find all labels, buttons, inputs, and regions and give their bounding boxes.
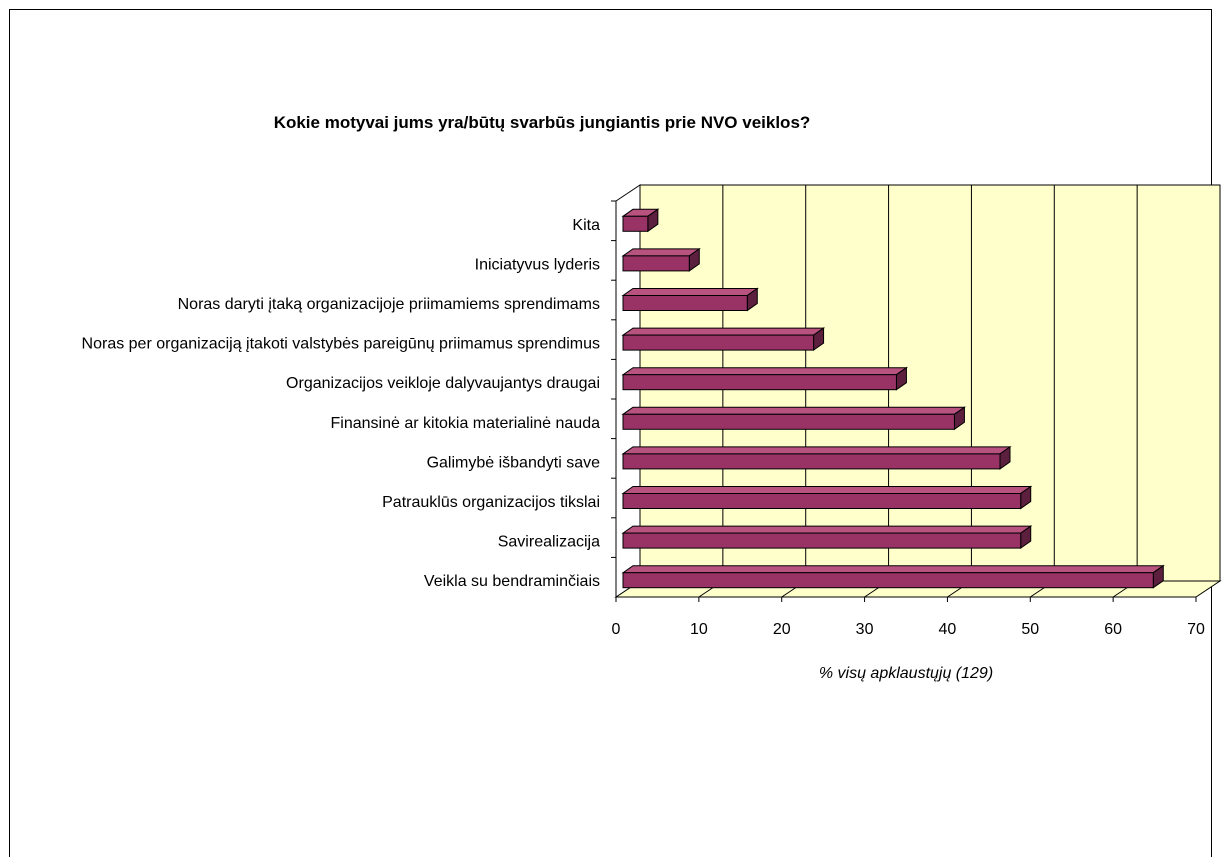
chart-title: Kokie motyvai jums yra/būtų svarbūs jung… xyxy=(274,113,811,132)
bar-top-face xyxy=(621,565,1165,574)
category-label: Kita xyxy=(572,217,600,234)
bar xyxy=(621,485,1033,510)
bar xyxy=(621,327,826,352)
bar-top-face xyxy=(621,525,1033,534)
bar-front-face xyxy=(622,295,748,311)
bar xyxy=(621,525,1033,550)
bar-top-face xyxy=(621,367,909,376)
x-tick-label: 20 xyxy=(773,621,791,638)
bar-front-face xyxy=(622,374,897,391)
bar-front-face xyxy=(622,413,955,430)
x-tick-label: 40 xyxy=(939,621,957,638)
x-tick-label: 50 xyxy=(1021,621,1039,638)
x-tick-label: 60 xyxy=(1104,621,1122,638)
bar xyxy=(621,366,909,391)
bar-front-face xyxy=(622,493,1022,509)
bar xyxy=(621,247,701,272)
x-tick-label: 70 xyxy=(1187,621,1205,638)
category-label: Organizacijos veikloje dalyvaujantys dra… xyxy=(286,375,600,392)
category-label: Noras daryti įtaką organizacijoje priima… xyxy=(178,296,600,313)
bar-front-face xyxy=(622,572,1154,589)
category-label: Noras per organizaciją įtakoti valstybės… xyxy=(82,336,600,353)
bar xyxy=(621,564,1165,589)
category-label: Savirealizacija xyxy=(498,534,600,551)
bar-front-face xyxy=(622,215,649,232)
plot-area: 0 10 20 30 40 50 60 70 Kita Iniciatyvus lyderis No… xyxy=(82,184,1222,638)
x-tick-label: 0 xyxy=(612,621,621,638)
category-label: Iniciatyvus lyderis xyxy=(475,256,600,273)
bar xyxy=(621,406,967,431)
bar-front-face xyxy=(622,334,815,351)
category-label: Veikla su bendraminčiais xyxy=(424,573,600,590)
category-label: Patrauklūs organizacijos tikslai xyxy=(382,494,600,511)
bar-front-face xyxy=(622,453,1001,470)
bar-top-face xyxy=(621,446,1012,455)
bar xyxy=(621,445,1012,470)
bar-front-face xyxy=(622,532,1022,549)
category-label: Finansinė ar kitokia materialinė nauda xyxy=(331,415,601,432)
bar-top-face xyxy=(621,288,759,296)
bar-top-face xyxy=(621,406,967,415)
bar-top-face xyxy=(621,486,1033,494)
category-label: Galimybė išbandyti save xyxy=(427,454,601,471)
bar-front-face xyxy=(622,255,690,272)
x-axis-label: % visų apklaustųjų (129) xyxy=(819,665,993,682)
bar xyxy=(621,287,759,312)
x-tick-label: 30 xyxy=(856,621,874,638)
bar xyxy=(621,208,660,233)
x-tick-label: 10 xyxy=(690,621,708,638)
bar-top-face xyxy=(621,248,701,257)
bar-top-face xyxy=(621,327,826,336)
